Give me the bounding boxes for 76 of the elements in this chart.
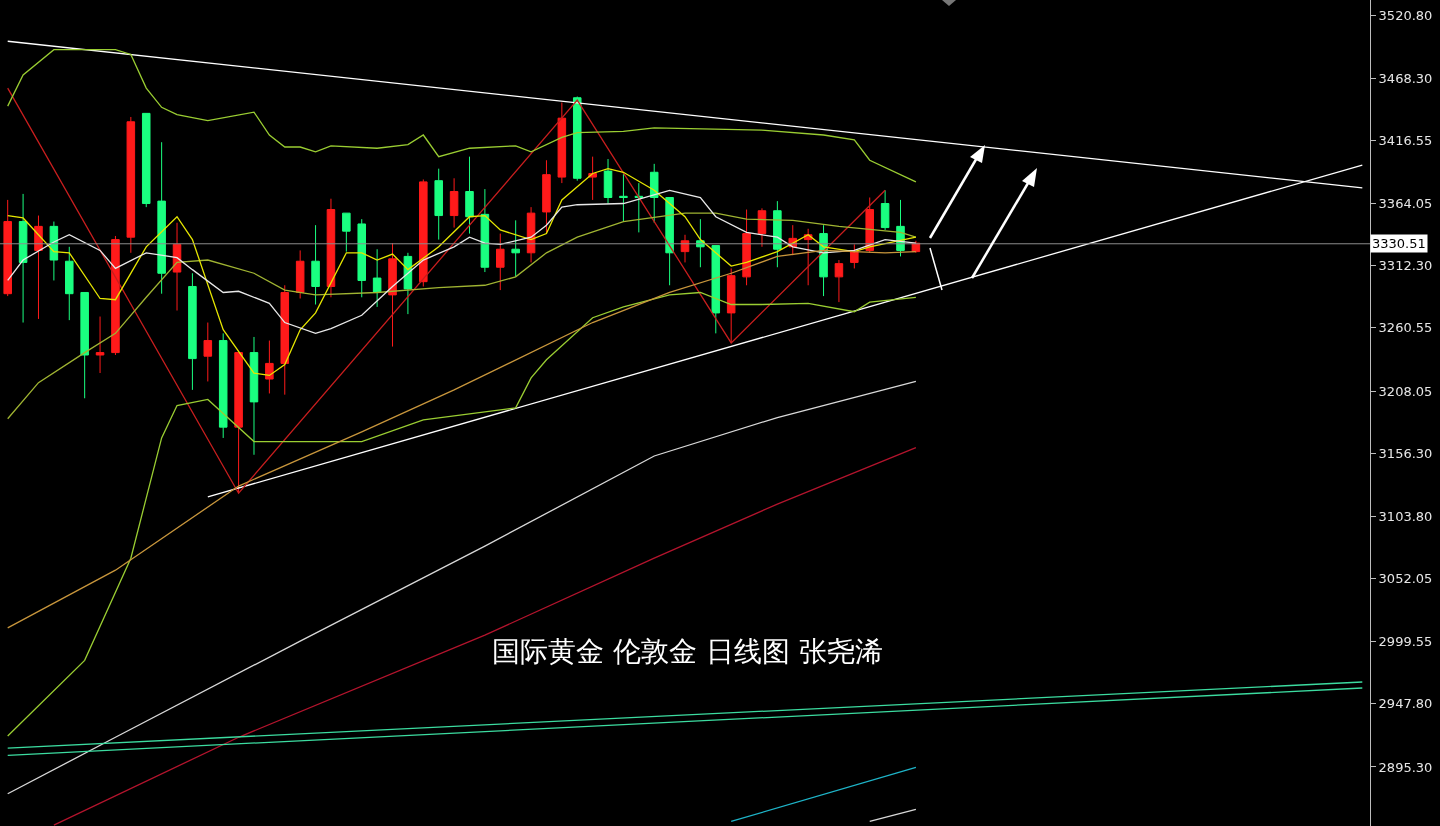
- candlestick: [449, 177, 459, 229]
- candlestick: [434, 168, 443, 241]
- candlestick: [649, 163, 659, 224]
- candlestick: [80, 291, 89, 399]
- candlestick: [542, 159, 551, 235]
- line-series: [7, 189, 917, 335]
- line-series: [7, 380, 917, 795]
- candlestick: [619, 172, 628, 223]
- candlestick: [141, 112, 151, 208]
- line-series: [7, 291, 917, 737]
- candlestick: [372, 248, 382, 308]
- candlestick: [526, 206, 536, 263]
- candlestick: [3, 199, 12, 297]
- line-series: [7, 249, 917, 629]
- line-series: [7, 49, 917, 183]
- candlestick: [203, 322, 213, 382]
- candlestick: [49, 221, 59, 281]
- candlestick: [680, 234, 690, 263]
- candlestick: [572, 96, 582, 182]
- candlestick: [34, 215, 43, 320]
- candlestick: [742, 209, 751, 286]
- candlestick: [65, 246, 74, 321]
- y-tick-label: 2999.55: [1378, 634, 1433, 650]
- line-series: [7, 168, 917, 377]
- candlestick: [111, 235, 120, 356]
- candlestick: [726, 267, 736, 344]
- candlestick: [403, 252, 413, 315]
- y-tick-label: 2947.80: [1378, 696, 1433, 712]
- candlestick: [280, 284, 290, 396]
- candlestick: [711, 245, 721, 334]
- y-tick-label: 3103.80: [1378, 508, 1433, 524]
- candlestick: [850, 243, 859, 269]
- ref-line-label: 3330.51: [1372, 236, 1426, 251]
- candlestick: [172, 222, 182, 312]
- candlestick: [234, 352, 243, 494]
- y-tick-label: 3156.30: [1378, 445, 1433, 461]
- candlestick: [357, 218, 367, 298]
- candlestick: [249, 336, 259, 456]
- candlestick: [265, 340, 274, 394]
- y-tick-label: 3416.55: [1378, 132, 1433, 148]
- y-tick-label: 2895.30: [1378, 759, 1433, 775]
- y-tick-label: 3312.30: [1378, 258, 1433, 274]
- candlestick: [496, 233, 505, 291]
- candlestick: [757, 207, 767, 248]
- candlestick: [18, 193, 28, 324]
- candlestick: [465, 156, 474, 235]
- candlestick: [95, 316, 105, 374]
- candlestick: [419, 178, 428, 287]
- candlestick: [511, 219, 520, 278]
- candlestick: [218, 332, 228, 439]
- candlestick: [880, 189, 890, 231]
- candlestick: [634, 182, 644, 233]
- line-series: [7, 87, 886, 494]
- y-tick-label: 3052.05: [1378, 571, 1433, 587]
- candlestick: [834, 259, 844, 303]
- candlestick: [126, 116, 136, 254]
- candlestick: [480, 188, 490, 273]
- annotation: 国际黄金 伦敦金 日线图 张尧浠: [492, 635, 883, 668]
- candlestick: [342, 212, 351, 253]
- line-series: [53, 446, 917, 826]
- candlestick: [557, 102, 567, 184]
- y-tick-label: 3260.55: [1378, 320, 1433, 336]
- y-tick-label: 3364.05: [1378, 196, 1433, 212]
- candlestick: [388, 242, 397, 348]
- candlestick: [603, 158, 613, 205]
- candlestick: [665, 197, 674, 286]
- candlestick: [188, 272, 197, 391]
- y-tick-label: 3468.30: [1378, 70, 1433, 86]
- line-series: [7, 212, 917, 420]
- candlestick: [803, 228, 813, 286]
- y-tick-label: 3208.05: [1378, 383, 1433, 399]
- candlestick: [326, 198, 336, 298]
- candlestick: [311, 224, 320, 306]
- y-tick-label: 3520.80: [1378, 7, 1433, 23]
- candlestick: [157, 141, 166, 295]
- candlestick: [295, 249, 305, 299]
